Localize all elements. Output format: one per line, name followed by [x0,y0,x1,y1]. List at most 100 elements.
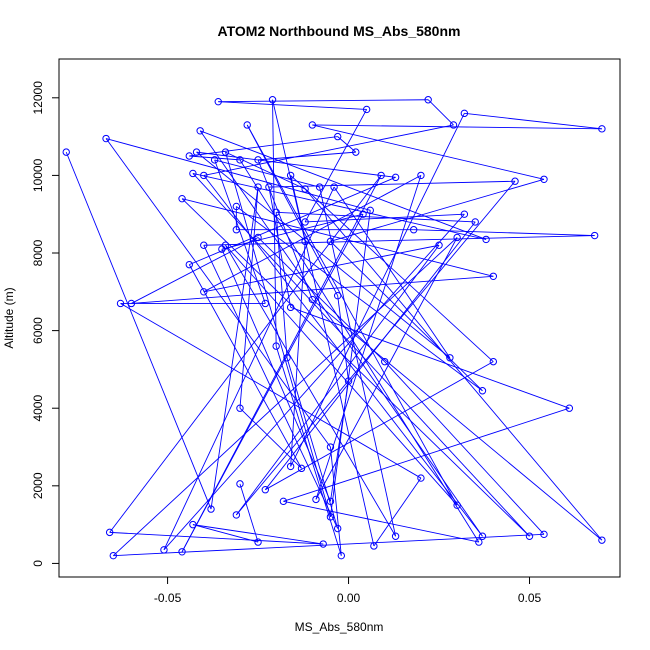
series-segment [221,213,364,250]
data-point [478,387,487,395]
data-point [453,501,461,509]
series-segment [203,235,595,246]
data-point [446,354,454,362]
data-point [272,208,280,216]
series-segment [181,175,382,552]
data-point [435,241,443,249]
series-segment [163,186,335,551]
data-point [189,520,197,529]
series-segment [264,221,476,490]
data-point [391,532,400,540]
data-point [236,156,244,164]
series-segment [239,159,480,543]
chart-title: ATOM2 Northbound MS_Abs_580nm [218,23,461,39]
data-point [268,96,277,104]
series-segment [337,295,349,382]
data-point [362,105,371,114]
data-point [460,210,469,218]
y-tick-label: 10000 [31,158,45,192]
data-point [540,175,548,183]
data-point [200,241,208,249]
series-segment [265,361,494,491]
series-segment [189,136,338,157]
y-axis-label: Altitude (m) [2,287,16,348]
x-axis-label: MS_Abs_580nm [295,620,384,634]
series-segment [214,159,266,304]
series-segment [305,213,465,223]
series-segment [221,248,331,502]
data-point [286,171,295,180]
series-segment [333,186,451,359]
series-segment [246,124,339,296]
data-point [315,183,324,191]
data-point [449,121,458,129]
data-point [232,226,241,234]
data-point [471,218,479,226]
data-point [326,443,335,451]
data-point [359,210,367,218]
data-point [417,171,425,180]
series-segment [236,206,483,392]
series-segment [225,244,458,506]
series-segment [181,198,494,277]
y-tick-label: 8000 [31,239,45,266]
series-segment [218,101,367,110]
series-segment [312,124,602,130]
series-segment [65,151,212,510]
data-point [590,231,599,240]
data-point [286,303,295,312]
series-segment [192,524,324,545]
data-point [116,299,125,308]
data-point [337,551,346,560]
data-point [109,551,117,560]
series-segment [235,244,440,516]
series-segment [312,124,545,180]
data-point [254,538,262,546]
series-segment [131,275,494,304]
data-point [185,260,193,269]
data-point [297,464,306,473]
series-segment [131,237,259,304]
data-point [525,532,534,540]
x-tick-label: 0.05 [518,591,542,605]
series-segment [105,138,371,211]
data-point [598,125,606,133]
series-segment [203,244,440,293]
data-point [326,497,335,506]
data-point [319,540,327,548]
data-point [127,299,136,308]
data-point [200,171,208,180]
data-point [453,233,461,242]
series-segment [268,186,292,308]
data-point [196,127,204,135]
data-point [540,530,548,539]
series-segment [196,151,396,178]
series-segment [258,151,356,161]
series-segment [413,229,595,236]
y-tick-label: 6000 [31,317,45,344]
series-segment [214,159,320,188]
data-point [254,183,262,191]
data-point [160,546,168,554]
data-point [236,480,244,488]
data-point [370,542,378,550]
data-point [272,342,280,350]
series-segment [109,531,324,545]
series-segment [315,237,458,500]
series-segment [225,245,396,537]
data-point [344,377,353,385]
series-segment [189,155,241,161]
data-point [330,183,338,191]
data-point [301,237,309,246]
series-segment [427,99,454,126]
series-segment [337,136,357,153]
series-segment [330,210,371,517]
series-segment [283,407,570,502]
data-point [62,148,70,156]
series-segment [163,213,465,551]
series-segment [210,186,259,510]
series-segment [330,446,342,556]
series-segment [304,109,368,223]
y-tick-label: 12000 [31,81,45,115]
